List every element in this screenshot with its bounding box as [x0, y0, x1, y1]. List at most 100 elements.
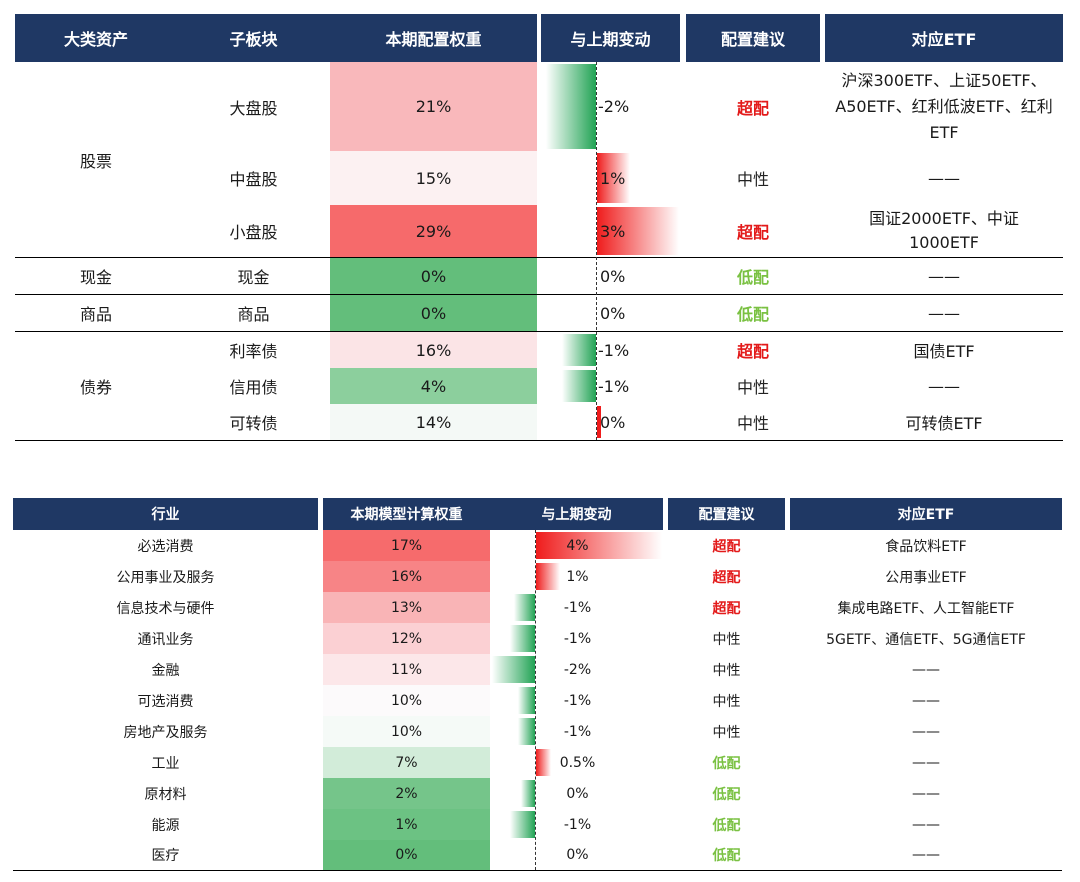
t2-etf: ——	[912, 692, 940, 709]
t1-weight-cell: 0%	[330, 295, 537, 331]
t1-header-change: 与上期变动	[541, 14, 680, 62]
t1-advice: 中性	[736, 414, 769, 433]
t2-advice: 中性	[712, 724, 741, 741]
t2-advice: 低配	[712, 786, 741, 803]
t2-change-bar	[536, 563, 560, 590]
t1-change-bar	[597, 207, 679, 255]
t2-advice: 超配	[712, 600, 741, 617]
t2-weight-cell: 0%	[323, 840, 490, 870]
t1-subsector: 中盘股	[229, 170, 278, 189]
t1-subsector: 利率债	[229, 342, 278, 361]
t2-change-bar	[510, 625, 535, 652]
t1-group-commodity: 商品	[79, 305, 112, 324]
t2-change-value: 0%	[566, 847, 589, 863]
t1-group-equity: 股票	[79, 151, 112, 171]
t2-change-bar	[536, 749, 551, 776]
t1-group-bonds: 债券	[79, 378, 112, 397]
t2-weight-cell: 12%	[323, 623, 490, 654]
t2-bottom-border	[13, 870, 1062, 871]
t1-change-bar	[597, 153, 630, 203]
t1-subsector: 信用债	[229, 378, 278, 397]
t2-advice: 低配	[712, 817, 741, 834]
t2-change-bar	[510, 811, 535, 838]
t1-subsector: 小盘股	[229, 223, 278, 242]
t2-industry: 必选消费	[137, 538, 194, 555]
t2-industry: 公用事业及服务	[116, 569, 215, 586]
t1-weight-cell: 15%	[330, 151, 537, 205]
t1-bottom-border	[15, 440, 1063, 441]
t1-change-bar	[597, 406, 601, 438]
t2-weight-cell: 1%	[323, 809, 490, 840]
t1-header-asset-class: 大类资产	[15, 14, 177, 62]
t1-change-zero-line	[596, 62, 597, 440]
t1-advice: 低配	[736, 305, 769, 324]
t2-weight-cell: 16%	[323, 561, 490, 592]
t2-etf: ——	[912, 723, 940, 740]
t2-change-value: -2%	[563, 661, 592, 678]
t2-change-value: -1%	[563, 692, 592, 709]
t2-industry: 金融	[151, 662, 180, 679]
t1-advice: 超配	[736, 223, 769, 242]
t2-header-industry: 行业	[13, 498, 318, 530]
t1-advice: 中性	[736, 170, 769, 189]
t2-weight-cell: 2%	[323, 778, 490, 809]
t1-separator	[15, 294, 1063, 295]
t1-change-value: -1%	[598, 340, 630, 360]
t1-etf: 国债ETF	[913, 342, 975, 361]
t2-change-value: 0.5%	[559, 754, 596, 771]
t2-header-change: 与上期变动	[490, 498, 663, 530]
t2-industry: 信息技术与硬件	[116, 600, 215, 617]
t1-subsector: 大盘股	[229, 98, 278, 118]
t2-change-value: -1%	[563, 599, 592, 616]
t2-weight-cell: 13%	[323, 592, 490, 623]
t1-change-bar	[562, 370, 596, 402]
t1-header-weight: 本期配置权重	[330, 14, 537, 62]
t2-industry: 原材料	[144, 786, 187, 803]
t2-etf: ——	[912, 816, 940, 833]
t1-weight-cell: 16%	[330, 332, 537, 368]
t2-etf: 公用事业ETF	[885, 569, 967, 586]
t1-advice: 超配	[736, 342, 769, 361]
t1-advice: 超配	[736, 98, 769, 118]
t1-change-value: -2%	[598, 97, 630, 116]
t1-header-etf: 对应ETF	[825, 14, 1063, 62]
t1-change-value: 0%	[600, 412, 626, 432]
t2-advice: 超配	[712, 538, 741, 555]
t1-weight-cell: 4%	[330, 368, 537, 404]
t2-industry: 可选消费	[137, 693, 194, 710]
t1-subsector: 商品	[237, 305, 270, 324]
t1-advice: 中性	[736, 378, 769, 397]
t1-advice: 低配	[736, 268, 769, 287]
t2-industry: 能源	[151, 817, 180, 834]
t1-etf: ——	[928, 376, 960, 396]
t1-change-value: 0%	[600, 303, 626, 323]
t2-etf: 集成电路ETF、人工智能ETF	[837, 600, 1015, 617]
t2-header-etf: 对应ETF	[790, 498, 1062, 530]
t2-advice: 中性	[712, 631, 741, 648]
t2-change-bar	[518, 718, 535, 745]
t1-etf: ——	[928, 303, 960, 323]
t2-weight-cell: 17%	[323, 530, 490, 561]
t2-weight-cell: 7%	[323, 747, 490, 778]
t2-change-value: 0%	[566, 785, 589, 802]
t2-change-bar	[514, 594, 535, 621]
t2-change-zero-line	[535, 530, 536, 870]
t1-change-value: -1%	[598, 376, 630, 396]
t1-weight-cell: 0%	[330, 258, 537, 294]
t2-advice: 超配	[712, 569, 741, 586]
t1-separator	[15, 331, 1063, 332]
t2-change-bar	[492, 656, 535, 683]
t1-etf: 沪深300ETF、上证50ETF、A50ETF、红利低波ETF、红利ETF	[835, 70, 1053, 142]
t2-change-bar	[521, 780, 535, 807]
t2-etf: ——	[912, 754, 940, 771]
t2-industry: 通讯业务	[137, 631, 194, 648]
t2-change-value: -1%	[563, 630, 592, 647]
t2-change-bar	[518, 687, 535, 714]
t2-advice: 中性	[712, 693, 741, 710]
t2-change-value: 4%	[566, 537, 589, 554]
t1-subsector: 可转债	[229, 414, 278, 433]
t2-industry: 房地产及服务	[123, 724, 208, 741]
t2-change-bar	[536, 532, 662, 559]
t2-weight-cell: 10%	[323, 716, 490, 747]
t2-advice: 低配	[712, 848, 741, 864]
